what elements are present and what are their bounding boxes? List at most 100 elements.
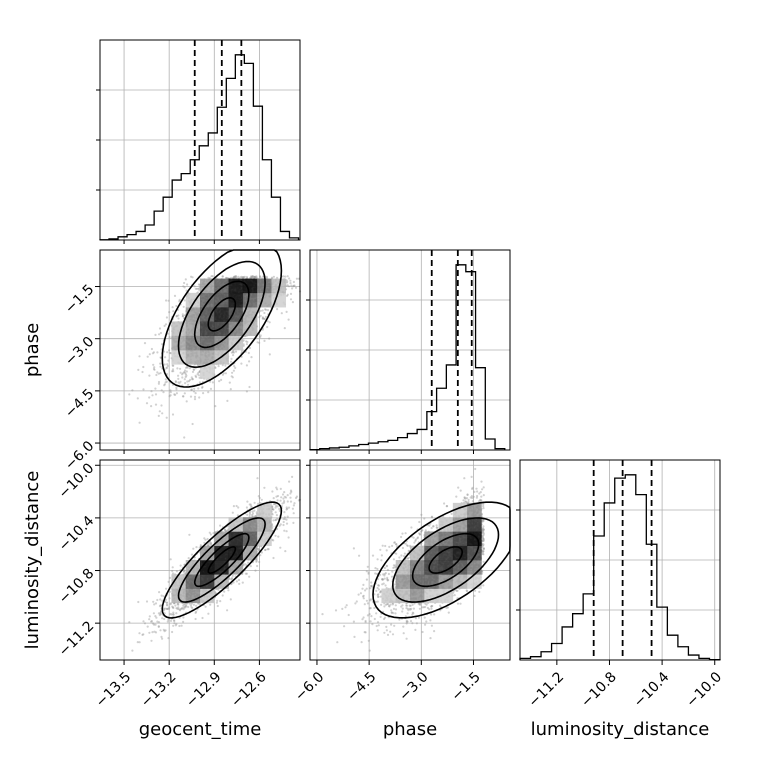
sample-point [274,534,277,537]
sample-point [250,356,253,359]
density-cell [214,278,229,294]
sample-point [221,275,224,278]
sample-point [234,275,237,278]
sample-point [169,619,173,623]
sample-point [173,294,177,297]
sample-point [162,391,165,394]
sample-point [148,396,151,399]
sample-point [194,617,197,621]
sample-point [157,625,160,628]
sample-point [268,353,271,356]
sample-point [240,275,243,278]
sample-point [285,281,288,284]
sample-point [153,366,156,369]
sample-point [178,300,181,303]
sample-point [168,349,171,352]
sample-point [188,367,191,370]
sample-point [197,371,200,374]
sample-point [275,486,278,489]
sample-point [167,618,170,621]
sample-point [151,622,154,625]
sample-point [287,285,291,288]
sample-point [131,389,134,392]
sample-point [259,335,262,339]
sample-point [159,362,162,365]
sample-point [181,315,184,318]
sample-point [197,374,201,377]
sample-point [184,382,187,385]
sample-point [194,287,197,290]
sample-point [220,378,223,381]
sample-point [157,380,161,384]
sample-point [154,393,158,396]
sample-point [191,378,194,381]
sample-point [282,520,285,524]
sample-point [148,374,151,377]
sample-point [282,497,285,500]
sample-point [246,513,249,516]
sample-point [154,403,158,406]
sample-point [177,314,180,317]
sample-point [179,564,182,567]
sample-point [232,354,235,357]
sample-point [223,529,227,532]
sample-point [228,381,231,384]
sample-point [148,631,151,634]
sample-point [152,600,155,603]
sample-point [209,533,212,536]
sample-point [209,603,212,606]
sample-point [231,578,234,581]
sample-point [232,369,235,372]
sample-point [285,310,288,313]
sample-point [177,607,180,611]
sample-point [207,276,210,279]
sample-point [225,276,228,280]
sample-point [164,356,167,359]
sample-point [183,392,186,395]
sample-point [186,283,189,286]
sample-point [253,276,256,279]
sample-point [295,277,298,280]
sample-point [225,276,228,280]
sample-point [279,487,282,490]
sample-point [278,524,281,527]
density-cell [185,321,201,337]
sample-point [156,371,159,374]
density-cell [257,292,272,308]
sample-point [202,392,205,395]
sample-point [179,380,182,383]
sample-point [155,373,158,377]
sample-point [214,366,217,369]
sample-point [250,276,253,279]
sample-point [157,414,160,417]
sample-point [289,500,293,503]
sample-point [194,374,197,377]
sample-point [151,352,154,355]
sample-point [284,550,287,553]
sample-point [183,378,186,381]
sample-point [241,276,244,279]
sample-point [245,340,248,343]
sample-point [258,341,261,344]
sample-point [177,317,180,320]
sample-point [160,389,163,392]
sample-point [175,388,178,391]
sample-point [158,591,161,594]
sample-point [216,599,219,602]
sample-point [221,275,224,278]
sample-point [201,385,204,389]
sample-point [268,337,271,340]
sample-point [290,284,293,287]
sample-point [265,275,268,278]
sample-point [289,298,293,301]
sample-point [165,366,168,369]
sample-point [251,510,254,513]
panel-geocent_time-vs-phase: −6.0−4.5−3.0−1.5 [62,249,302,473]
sample-point [137,600,140,604]
sample-point [271,490,274,493]
sample-point [248,513,251,516]
sample-point [163,324,166,327]
sample-point [222,372,225,375]
sample-point [272,539,275,542]
y-tick-label-phase-2: −3.0 [62,334,97,369]
